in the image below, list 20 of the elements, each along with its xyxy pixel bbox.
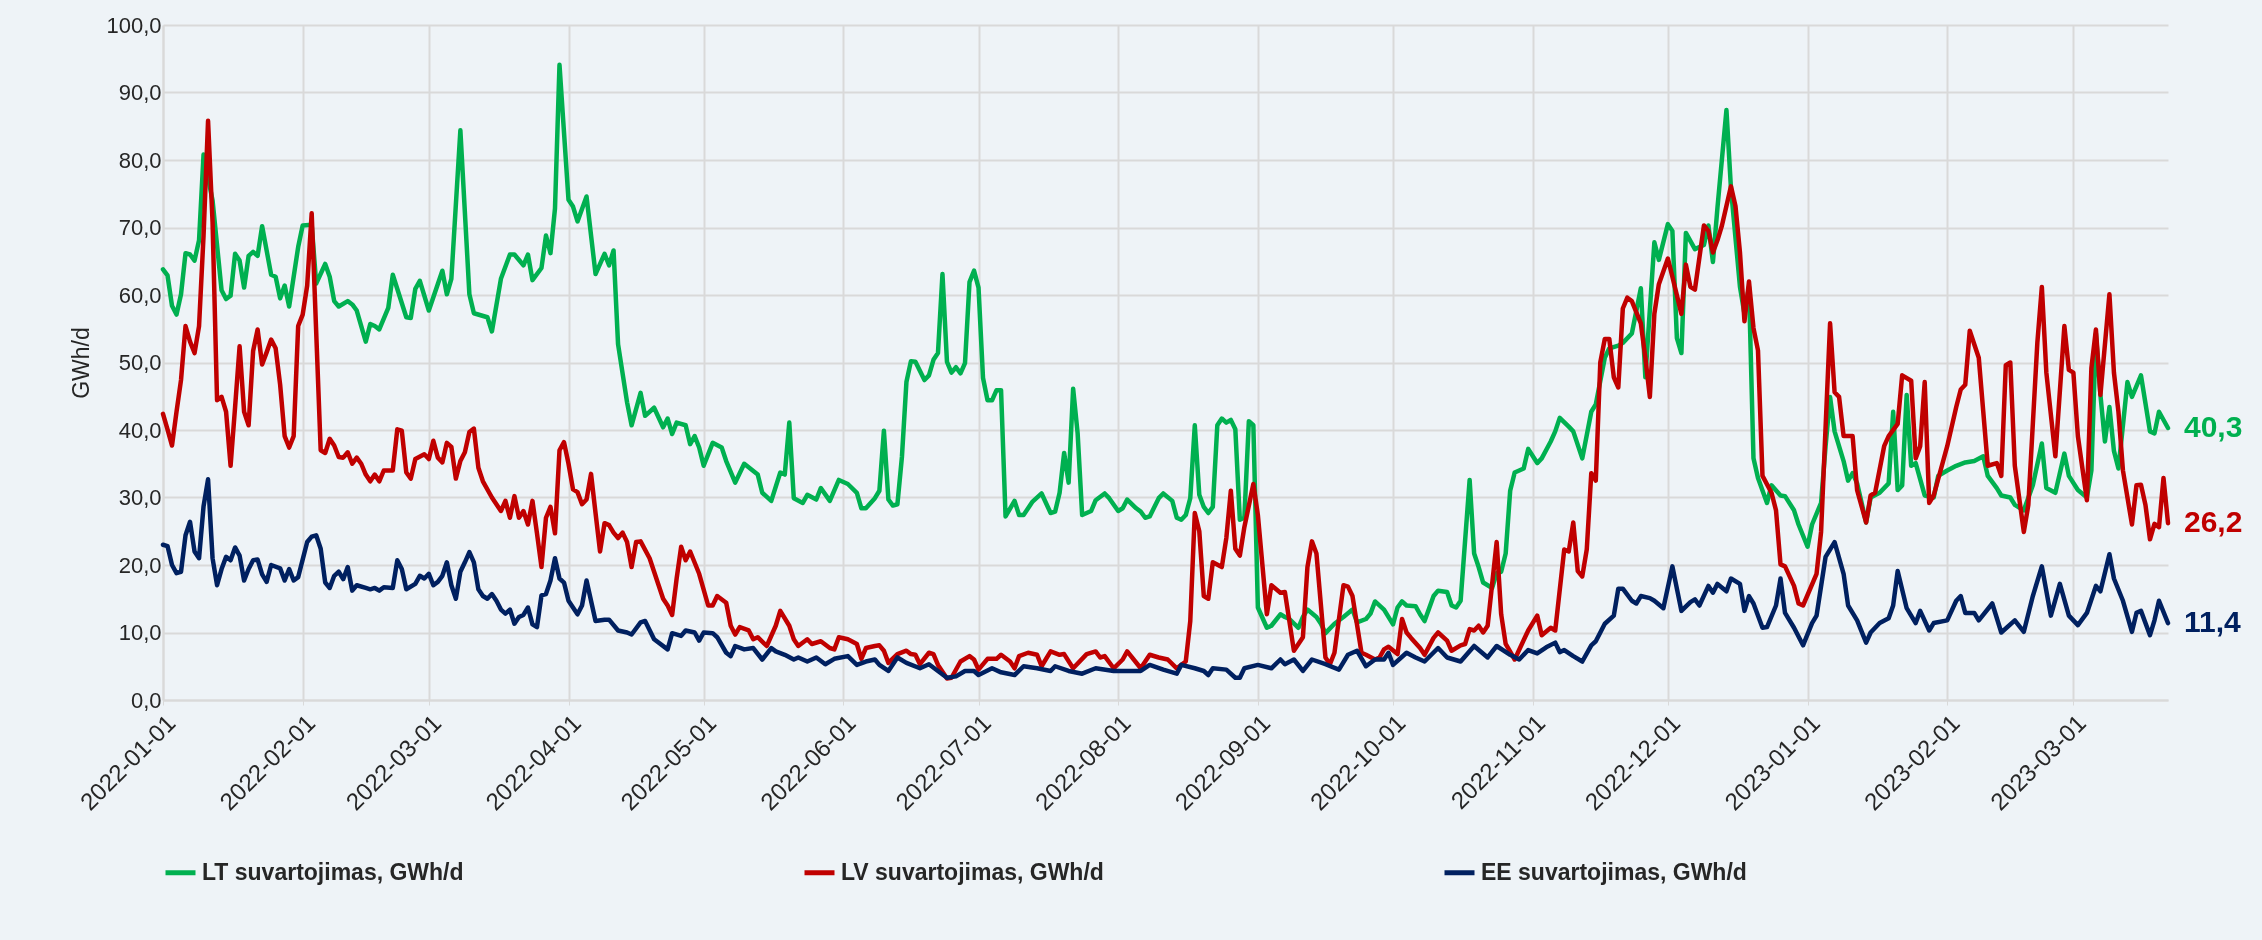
y-tick-label: 20,0 bbox=[118, 552, 162, 578]
y-tick-label: 40,0 bbox=[118, 417, 162, 443]
annotation: 11,4 bbox=[2184, 605, 2242, 639]
y-tick-label: 90,0 bbox=[118, 80, 162, 105]
line-series bbox=[160, 118, 2171, 681]
line-series bbox=[160, 477, 2171, 680]
y-tick-label: 50,0 bbox=[118, 350, 162, 375]
legend-label: LV suvartojimas, GWh/d bbox=[841, 858, 1104, 885]
y-tick-label: 100,0 bbox=[106, 12, 162, 38]
y-tick-label: 80,0 bbox=[118, 147, 162, 173]
legend-label: LT suvartojimas, GWh/d bbox=[202, 858, 464, 885]
y-axis-title: GWh/d bbox=[68, 327, 95, 399]
legend-label: EE suvartojimas, GWh/d bbox=[1481, 858, 1747, 885]
y-tick-label: 30,0 bbox=[118, 485, 162, 510]
y-tick-label: 60,0 bbox=[118, 282, 162, 308]
annotation: 40,3 bbox=[2184, 409, 2243, 443]
y-tick-label: 10,0 bbox=[118, 620, 162, 645]
annotation: 26,2 bbox=[2184, 505, 2243, 539]
y-tick-label: 0,0 bbox=[130, 687, 162, 713]
y-tick-label: 70,0 bbox=[118, 215, 162, 240]
